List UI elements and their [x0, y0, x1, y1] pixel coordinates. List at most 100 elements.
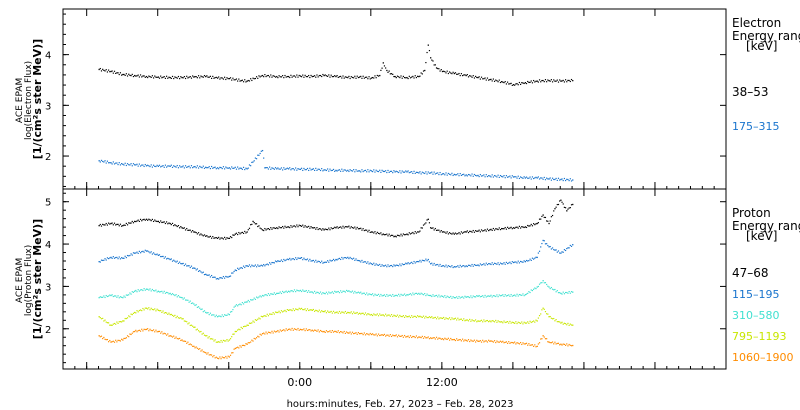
data-point — [466, 265, 468, 268]
data-point — [110, 294, 112, 297]
data-point — [118, 321, 120, 323]
data-point — [167, 333, 169, 335]
data-point — [444, 71, 446, 73]
data-point — [235, 269, 238, 272]
data-point — [475, 75, 477, 78]
data-point — [518, 262, 521, 264]
data-point — [548, 246, 550, 248]
data-point — [151, 166, 153, 168]
data-point — [569, 80, 571, 83]
data-point — [235, 232, 238, 234]
data-point — [538, 79, 541, 81]
proton-legend-title: Proton Energy ranges [keV] — [732, 206, 800, 243]
data-point — [160, 291, 162, 293]
data-point — [188, 229, 190, 231]
data-point — [300, 307, 303, 310]
data-point — [340, 75, 342, 78]
data-point — [259, 76, 261, 78]
data-point — [248, 227, 251, 229]
data-point — [385, 264, 387, 266]
data-point — [422, 337, 425, 339]
data-point — [300, 257, 303, 259]
data-point — [535, 346, 537, 348]
data-point — [180, 166, 182, 168]
data-point — [486, 175, 489, 178]
data-point — [318, 228, 320, 230]
data-point — [296, 258, 298, 261]
data-point — [335, 291, 337, 293]
data-point — [287, 168, 290, 170]
data-point — [375, 333, 377, 335]
data-point — [475, 296, 477, 298]
data-point — [160, 75, 162, 77]
data-point — [394, 294, 396, 297]
data-point — [225, 166, 227, 168]
y-tick-label: 4 — [45, 51, 51, 62]
data-point — [504, 341, 506, 343]
data-point — [411, 336, 413, 339]
data-point — [572, 344, 574, 347]
data-point — [504, 294, 506, 296]
data-point — [493, 229, 496, 231]
data-point — [428, 49, 431, 52]
data-point — [489, 229, 491, 231]
data-point — [242, 232, 245, 234]
data-point — [270, 263, 272, 265]
data-point — [98, 225, 100, 227]
data-point — [318, 309, 320, 311]
data-point — [338, 257, 341, 260]
data-point — [470, 339, 472, 341]
data-point — [458, 266, 460, 268]
data-point — [103, 320, 105, 322]
data-point — [253, 160, 255, 162]
data-point — [411, 261, 413, 263]
data-point — [437, 296, 439, 298]
data-point — [555, 206, 557, 208]
data-point — [414, 292, 416, 295]
data-point — [106, 322, 109, 324]
data-point — [461, 74, 464, 77]
data-point — [267, 293, 270, 295]
data-point — [129, 254, 131, 257]
data-point — [426, 316, 428, 319]
data-point — [305, 76, 307, 78]
data-point — [445, 172, 447, 174]
data-point — [136, 75, 138, 77]
data-point — [189, 229, 191, 231]
data-point — [498, 264, 500, 266]
data-point — [310, 169, 312, 171]
data-point — [491, 262, 493, 264]
data-point — [549, 220, 551, 222]
data-point — [213, 314, 215, 316]
data-point — [379, 263, 381, 266]
data-point — [452, 71, 454, 73]
data-point — [309, 227, 311, 229]
data-point — [257, 264, 259, 266]
data-point — [228, 77, 231, 80]
data-point — [409, 293, 412, 295]
data-point — [328, 261, 330, 263]
data-point — [222, 357, 225, 359]
data-point — [125, 317, 127, 320]
data-point — [418, 261, 420, 263]
data-point — [418, 292, 420, 295]
data-point — [421, 259, 423, 261]
data-point — [516, 293, 518, 295]
data-point — [337, 227, 339, 229]
data-point — [209, 167, 212, 170]
data-point — [171, 293, 174, 295]
data-point — [396, 264, 399, 266]
data-point — [355, 77, 357, 79]
data-point — [130, 333, 132, 336]
data-point — [347, 290, 349, 292]
data-point — [367, 333, 369, 335]
data-point — [563, 322, 566, 324]
data-point — [542, 79, 544, 82]
data-point — [343, 330, 345, 333]
data-point — [336, 331, 338, 333]
data-point — [434, 316, 436, 318]
data-point — [246, 324, 248, 326]
data-point — [559, 292, 561, 294]
data-point — [566, 210, 568, 212]
